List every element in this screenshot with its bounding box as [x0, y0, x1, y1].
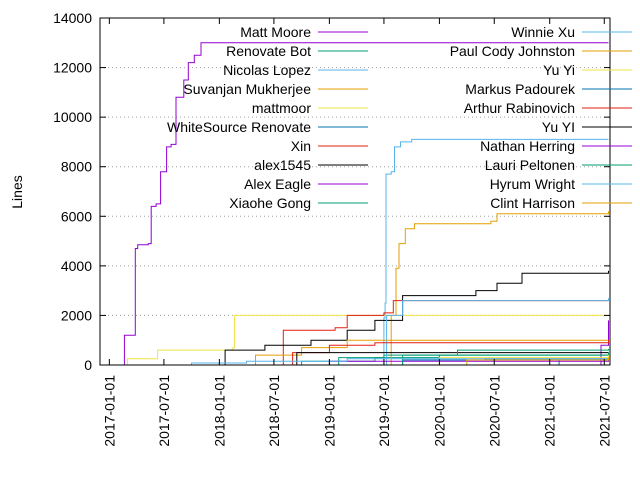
- y-tick-label: 0: [84, 357, 92, 373]
- series-line-2: [382, 138, 609, 366]
- legend-label: Alex Eagle: [244, 176, 311, 192]
- legend-label: alex1545: [254, 157, 311, 173]
- x-tick-label: 2019-01-01: [321, 375, 337, 447]
- legend-label: Arthur Rabinovich: [464, 100, 575, 116]
- legend-label: Xiaohe Gong: [229, 195, 311, 211]
- x-tick-label: 2021-01-01: [542, 375, 558, 447]
- legend-label: Nathan Herring: [480, 138, 575, 154]
- legend-label: Markus Padourek: [465, 81, 576, 97]
- series-line-3: [389, 211, 609, 366]
- y-tick-label: 10000: [53, 109, 92, 125]
- x-tick-label: 2019-07-01: [376, 375, 392, 447]
- axes: 0 2000 4000 6000 8000 10000 12000 14000 2017-01-…: [53, 10, 612, 447]
- y-axis-title: Lines: [9, 175, 25, 208]
- y-tick-label: 14000: [53, 10, 92, 26]
- series-lines: [121, 42, 609, 366]
- x-tick-label: 2018-01-01: [211, 375, 227, 447]
- series-line-11: [246, 339, 609, 366]
- x-tick-label: 2020-07-01: [486, 375, 502, 447]
- plot-border: [99, 17, 611, 366]
- legend-label: WhiteSource Renovate: [167, 119, 311, 135]
- y-tick-label: 8000: [61, 159, 92, 175]
- x-tick-label: 2018-07-01: [266, 375, 282, 447]
- legend-label: Xin: [291, 138, 311, 154]
- legend-label: Paul Cody Johnston: [450, 43, 575, 59]
- legend-label: Winnie Xu: [511, 24, 575, 40]
- series-line-18: [182, 357, 609, 366]
- legend: Matt Moore Renovate Bot Nicolas Lopez Suvan…: [167, 24, 632, 211]
- series-line-17: [311, 348, 609, 366]
- y-tick-label: 6000: [61, 208, 92, 224]
- legend-label: Yu YI: [542, 119, 575, 135]
- x-tick-label: 2017-01-01: [101, 375, 117, 447]
- x-tick-label: 2020-01-01: [431, 375, 447, 447]
- y-tick-label: 2000: [61, 307, 92, 323]
- legend-label: Nicolas Lopez: [223, 62, 311, 78]
- legend-label: Matt Moore: [240, 24, 311, 40]
- series-line-7: [223, 270, 609, 366]
- legend-label: Suvanjan Mukherjee: [183, 81, 311, 97]
- series-line-6: [279, 300, 609, 366]
- x-tick-label: 2017-07-01: [156, 375, 172, 447]
- legend-label: Yu Yi: [543, 62, 575, 78]
- y-tick-label: 4000: [61, 258, 92, 274]
- legend-label: Hyrum Wright: [490, 176, 575, 192]
- legend-label: Clint Harrison: [490, 195, 575, 211]
- legend-label: mattmoor: [252, 100, 311, 116]
- series-line-0: [121, 42, 609, 366]
- y-tick-label: 12000: [53, 60, 92, 76]
- legend-label: Lauri Peltonen: [485, 157, 575, 173]
- legend-label: Renovate Bot: [226, 43, 311, 59]
- x-tick-label: 2021-07-01: [596, 375, 612, 447]
